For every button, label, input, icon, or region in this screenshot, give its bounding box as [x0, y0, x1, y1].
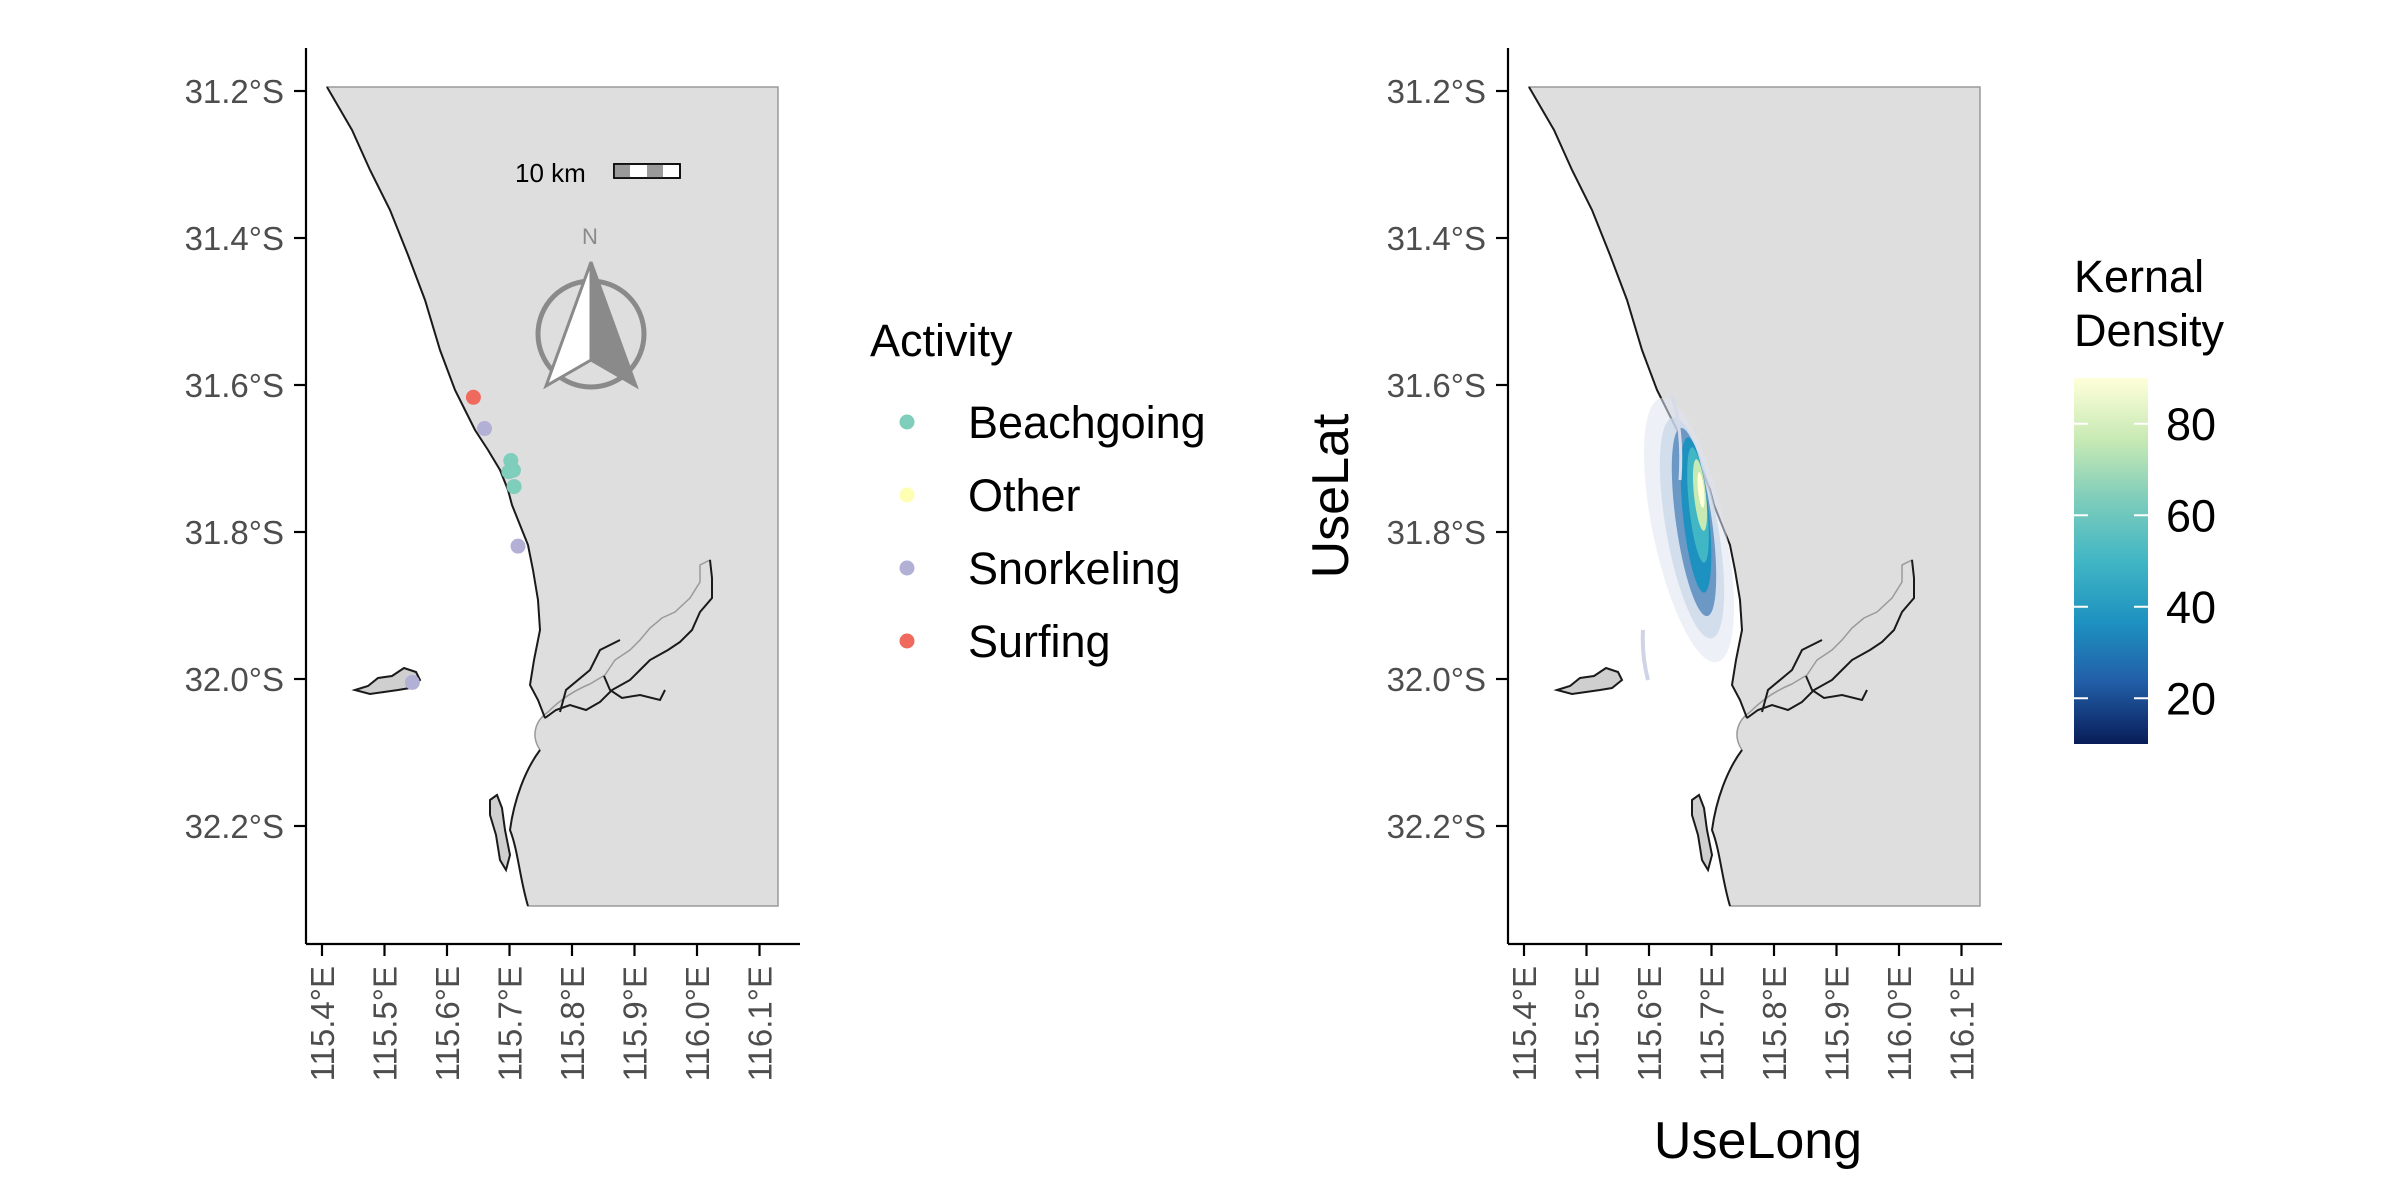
legend-label: Snorkeling [968, 543, 1181, 594]
right-land [1527, 86, 1981, 907]
x-tick-label: 115.9°E [617, 966, 654, 1081]
right-y-ticks: 31.2°S 31.4°S 31.6°S 31.8°S 32.0°S 32.2°S [1387, 73, 1508, 845]
kernel-density-contours [1640, 394, 1735, 681]
x-tick-label: 115.8°E [554, 966, 591, 1081]
right-axes: 31.2°S 31.4°S 31.6°S 31.8°S 32.0°S 32.2°S 115… [1302, 48, 2002, 1170]
colorbar-ticks: 20 40 60 80 [2074, 399, 2216, 724]
colorbar-title-line-2: Density [2074, 305, 2225, 356]
density-trace [1640, 629, 1650, 681]
activity-legend: Activity Beachgoing Other Snorkeling Surfin… [870, 315, 1206, 667]
density-peak [1697, 472, 1705, 508]
x-tick-label: 116.1°E [742, 966, 779, 1081]
legend-label: Surfing [968, 616, 1111, 667]
activity-point-snorkeling [510, 538, 526, 554]
x-tick-label: 115.6°E [1631, 966, 1668, 1081]
colorbar-gradient [2074, 378, 2148, 744]
activity-point-snorkeling [477, 421, 493, 437]
legend-items: Beachgoing Other Snorkeling Surfing [899, 397, 1206, 667]
river [544, 559, 713, 719]
legend-key-beachgoing [899, 414, 915, 430]
right-x-ticks: 115.4°E 115.5°E 115.6°E 115.7°E 115.8°E 115.9… [1506, 944, 1981, 1081]
x-tick-label: 115.8°E [1756, 966, 1793, 1081]
y-tick-label: 32.0°S [1387, 661, 1486, 698]
scale-bar-segment [614, 164, 630, 178]
y-tick-label: 32.2°S [185, 808, 284, 845]
scale-bar-label: 10 km [515, 158, 586, 188]
x-tick-label: 115.5°E [367, 966, 404, 1081]
garden-island [489, 793, 512, 873]
x-tick-label: 115.7°E [492, 966, 529, 1081]
garden-island [1691, 793, 1714, 873]
x-axis-title: UseLong [1654, 1112, 1862, 1170]
y-tick-label: 31.6°S [185, 367, 284, 404]
southern-coast [1710, 749, 1743, 907]
legend-title: Activity [870, 315, 1013, 366]
activity-point-beachgoing [506, 479, 522, 495]
activity-point-surfing [465, 389, 481, 405]
legend-key-other [899, 487, 915, 503]
left-land [325, 86, 779, 907]
colorbar-tick-label: 60 [2166, 490, 2216, 541]
colorbar-tick-label: 20 [2166, 673, 2216, 724]
x-tick-label: 116.1°E [1944, 966, 1981, 1081]
coastline [326, 86, 546, 719]
y-tick-label: 31.4°S [185, 220, 284, 257]
y-tick-label: 31.8°S [185, 514, 284, 551]
colorbar-tick-label: 80 [2166, 399, 2216, 450]
river [1746, 559, 1915, 719]
left-x-ticks: 115.4°E 115.5°E 115.6°E 115.7°E 115.8°E 115.9… [304, 944, 779, 1081]
y-tick-label: 32.2°S [1387, 808, 1486, 845]
x-tick-label: 115.9°E [1819, 966, 1856, 1081]
y-tick-label: 31.2°S [185, 73, 284, 110]
legend-label: Beachgoing [968, 397, 1206, 448]
y-tick-label: 31.4°S [1387, 220, 1486, 257]
y-tick-label: 31.8°S [1387, 514, 1486, 551]
left-axes: 31.2°S 31.4°S 31.6°S 31.8°S 32.0°S 32.2°S 115… [185, 48, 800, 1081]
y-tick-label: 31.6°S [1387, 367, 1486, 404]
x-tick-label: 115.4°E [304, 966, 341, 1081]
x-tick-label: 115.6°E [429, 966, 466, 1081]
scale-bar-segment [647, 164, 663, 178]
land-polygon [325, 86, 779, 907]
left-y-ticks: 31.2°S 31.4°S 31.6°S 31.8°S 32.0°S 32.2°S [185, 73, 306, 845]
legend-label: Other [968, 470, 1081, 521]
x-tick-label: 115.5°E [1569, 966, 1606, 1081]
y-axis-title: UseLat [1302, 413, 1360, 578]
y-tick-label: 31.2°S [1387, 73, 1486, 110]
x-tick-label: 116.0°E [1881, 966, 1918, 1081]
activity-point-beachgoing [505, 462, 521, 478]
y-tick-label: 32.0°S [185, 661, 284, 698]
density-colorbar: Kernal Density 20 40 60 80 [2074, 251, 2225, 744]
x-tick-label: 115.7°E [1694, 966, 1731, 1081]
scale-bar-outline [613, 163, 681, 179]
colorbar-tick-label: 40 [2166, 582, 2216, 633]
right-map-panel: 31.2°S 31.4°S 31.6°S 31.8°S 32.0°S 32.2°S 115… [1302, 48, 2002, 1170]
rottnest-island [1553, 666, 1624, 696]
southern-coast [508, 749, 541, 907]
north-arrow-label: N [582, 224, 598, 249]
activity-point-snorkeling [404, 674, 420, 690]
activity-points [404, 389, 526, 690]
scale-bar: 10 km [515, 158, 681, 188]
x-tick-label: 115.4°E [1506, 966, 1543, 1081]
north-arrow: N [535, 224, 647, 390]
colorbar-title-line-1: Kernal [2074, 251, 2204, 302]
legend-key-surfing [899, 633, 915, 649]
legend-key-snorkeling [899, 560, 915, 576]
left-map-panel: 31.2°S 31.4°S 31.6°S 31.8°S 32.0°S 32.2°S 115… [185, 48, 800, 1081]
north-arrow-right-half [589, 261, 639, 390]
x-tick-label: 116.0°E [679, 966, 716, 1081]
land-polygon [1527, 86, 1981, 907]
density-trace [1670, 394, 1683, 481]
rottnest-island [351, 666, 422, 696]
